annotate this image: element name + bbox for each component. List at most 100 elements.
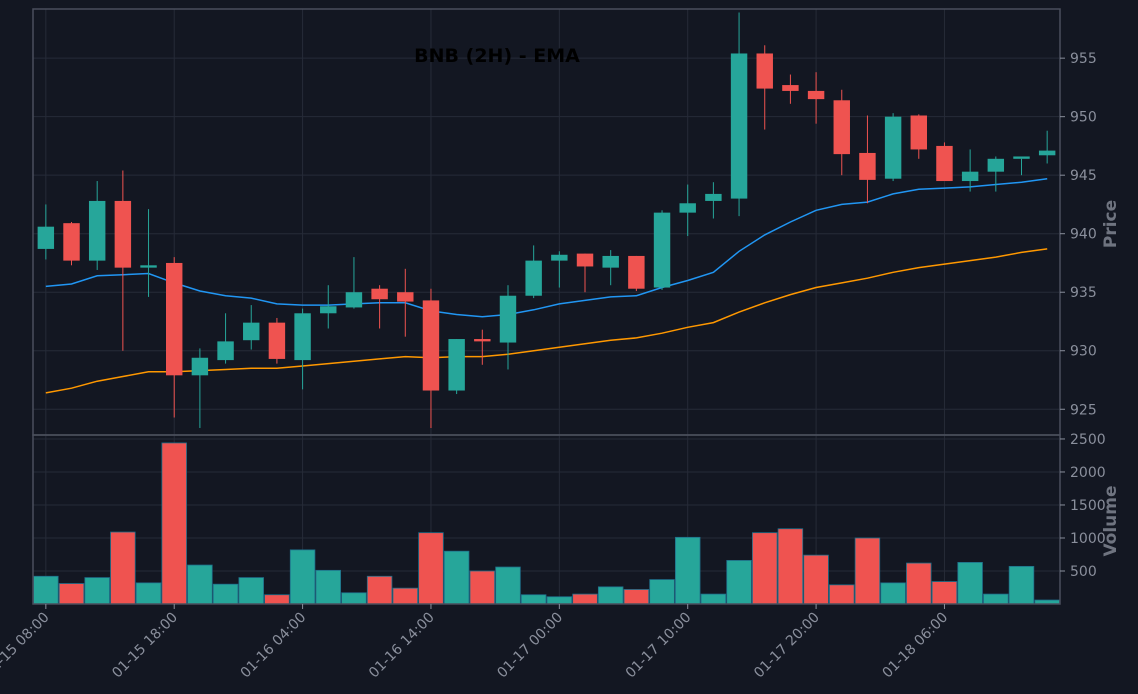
candle-body (756, 53, 773, 89)
candle-body (165, 262, 183, 376)
volume-bar (392, 587, 419, 605)
candle-body (243, 322, 260, 341)
volume-bar (829, 584, 855, 605)
candle-body (730, 53, 748, 199)
chart-title: BNB (2H) - EMA (414, 45, 580, 67)
candle-body (705, 193, 722, 201)
volume-bar (289, 549, 316, 605)
candle-body (345, 292, 363, 308)
candle-body (448, 339, 465, 391)
candle-body (807, 90, 825, 100)
candle-body (653, 212, 671, 288)
price-tick-label: 945 (1070, 168, 1097, 184)
candle-body (628, 255, 645, 289)
candle-body (525, 260, 542, 296)
volume-bar (726, 560, 752, 605)
candle-body (114, 200, 132, 268)
candle-body (987, 158, 1005, 172)
volume-bar (906, 562, 932, 605)
candle-body (191, 357, 209, 376)
volume-bar (469, 570, 496, 605)
volume-panel-frame (32, 434, 1061, 605)
candle-body (936, 145, 953, 182)
volume-bar (495, 566, 521, 605)
candle-body (679, 203, 696, 213)
volume-bar (854, 537, 881, 605)
price-tick-label: 930 (1070, 344, 1097, 360)
volume-axis-title: Volume (1101, 485, 1121, 556)
volume-bar (161, 442, 187, 605)
volume-bar (315, 569, 341, 605)
volume-bar (777, 528, 804, 605)
volume-bar (649, 579, 675, 605)
candle-body (397, 292, 414, 302)
volume-bar (212, 583, 239, 605)
candle-body (884, 116, 902, 179)
candle-body (551, 254, 568, 261)
volume-bar (880, 582, 906, 605)
volume-bar (33, 575, 59, 605)
candle-body (140, 265, 157, 268)
candle-body (1013, 156, 1030, 159)
candle-body (602, 255, 619, 268)
candle-body (961, 171, 979, 182)
volume-bar (58, 583, 85, 605)
candle-body (268, 322, 286, 359)
price-tick-label: 935 (1070, 285, 1097, 301)
price-tick-label: 940 (1070, 227, 1097, 243)
candle-body (474, 339, 491, 342)
volume-tick-label: 1000 (1070, 531, 1106, 547)
candle-body (910, 115, 928, 150)
ema-fast-line (45, 177, 1048, 318)
ema-layer (45, 177, 1048, 394)
candle-body (833, 100, 850, 155)
candle-layer (37, 12, 1056, 428)
candle-body (320, 306, 337, 314)
volume-bar (238, 577, 264, 605)
volume-bar (520, 594, 547, 605)
volume-bar (341, 592, 367, 605)
price-tick-label: 925 (1070, 402, 1097, 418)
ema-slow-line (45, 248, 1048, 394)
volume-bar (674, 536, 701, 605)
candle-body (371, 288, 388, 300)
volume-bar (366, 575, 393, 605)
volume-bar (983, 593, 1009, 605)
volume-tick-label: 500 (1070, 564, 1097, 580)
volume-bar (84, 577, 110, 605)
volume-bar (572, 593, 598, 605)
candle-body (782, 85, 799, 91)
volume-bar (623, 589, 650, 605)
candle-body (37, 226, 55, 249)
candle-body (1038, 150, 1056, 156)
volume-bar (187, 564, 213, 605)
volume-bar (443, 550, 470, 605)
candle-body (217, 341, 234, 361)
volume-bar (418, 532, 444, 605)
candle-body (576, 253, 594, 267)
candle-body (88, 200, 106, 261)
candle-body (859, 152, 876, 180)
volume-bar (135, 582, 162, 605)
price-tick-label: 955 (1070, 51, 1097, 67)
candle-body (422, 300, 440, 391)
volume-tick-label: 2000 (1070, 465, 1106, 481)
volume-tick-label: 2500 (1070, 432, 1106, 448)
price-tick-label: 950 (1070, 110, 1097, 126)
volume-bar (957, 562, 983, 605)
volume-bar (931, 581, 958, 605)
volume-bar (752, 532, 778, 605)
volume-bar (803, 554, 829, 605)
volume-bar (1008, 565, 1035, 605)
candle-body (63, 223, 80, 261)
price-axis-title: Price (1101, 200, 1121, 248)
volume-bar (546, 596, 573, 605)
volume-bar (700, 593, 727, 605)
volume-bar (597, 586, 624, 605)
volume-bar (110, 531, 136, 605)
volume-tick-label: 1500 (1070, 498, 1106, 514)
candle-body (294, 313, 311, 361)
volume-bar (264, 594, 290, 605)
candle-body (499, 295, 517, 343)
